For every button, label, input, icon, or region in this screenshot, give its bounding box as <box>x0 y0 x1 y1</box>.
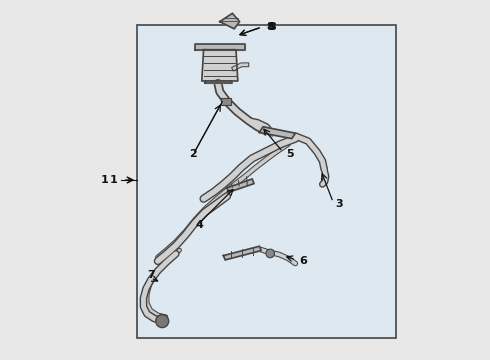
Text: 4: 4 <box>196 220 203 230</box>
Text: 3: 3 <box>336 199 343 210</box>
Polygon shape <box>220 13 240 29</box>
Circle shape <box>156 315 169 328</box>
Text: 8: 8 <box>266 22 273 32</box>
Polygon shape <box>223 246 261 260</box>
Text: 2: 2 <box>189 149 197 159</box>
Text: 8: 8 <box>269 22 276 32</box>
Polygon shape <box>195 44 245 50</box>
Bar <box>137 25 396 338</box>
Text: 6: 6 <box>299 256 307 266</box>
Polygon shape <box>227 179 254 192</box>
Polygon shape <box>202 50 238 81</box>
Bar <box>220 98 231 105</box>
Text: 7: 7 <box>147 270 155 280</box>
Circle shape <box>266 249 274 258</box>
Polygon shape <box>205 81 232 83</box>
Text: 1: 1 <box>110 175 118 185</box>
Polygon shape <box>259 127 295 139</box>
Text: 5: 5 <box>286 149 294 159</box>
Text: 1: 1 <box>100 175 108 185</box>
